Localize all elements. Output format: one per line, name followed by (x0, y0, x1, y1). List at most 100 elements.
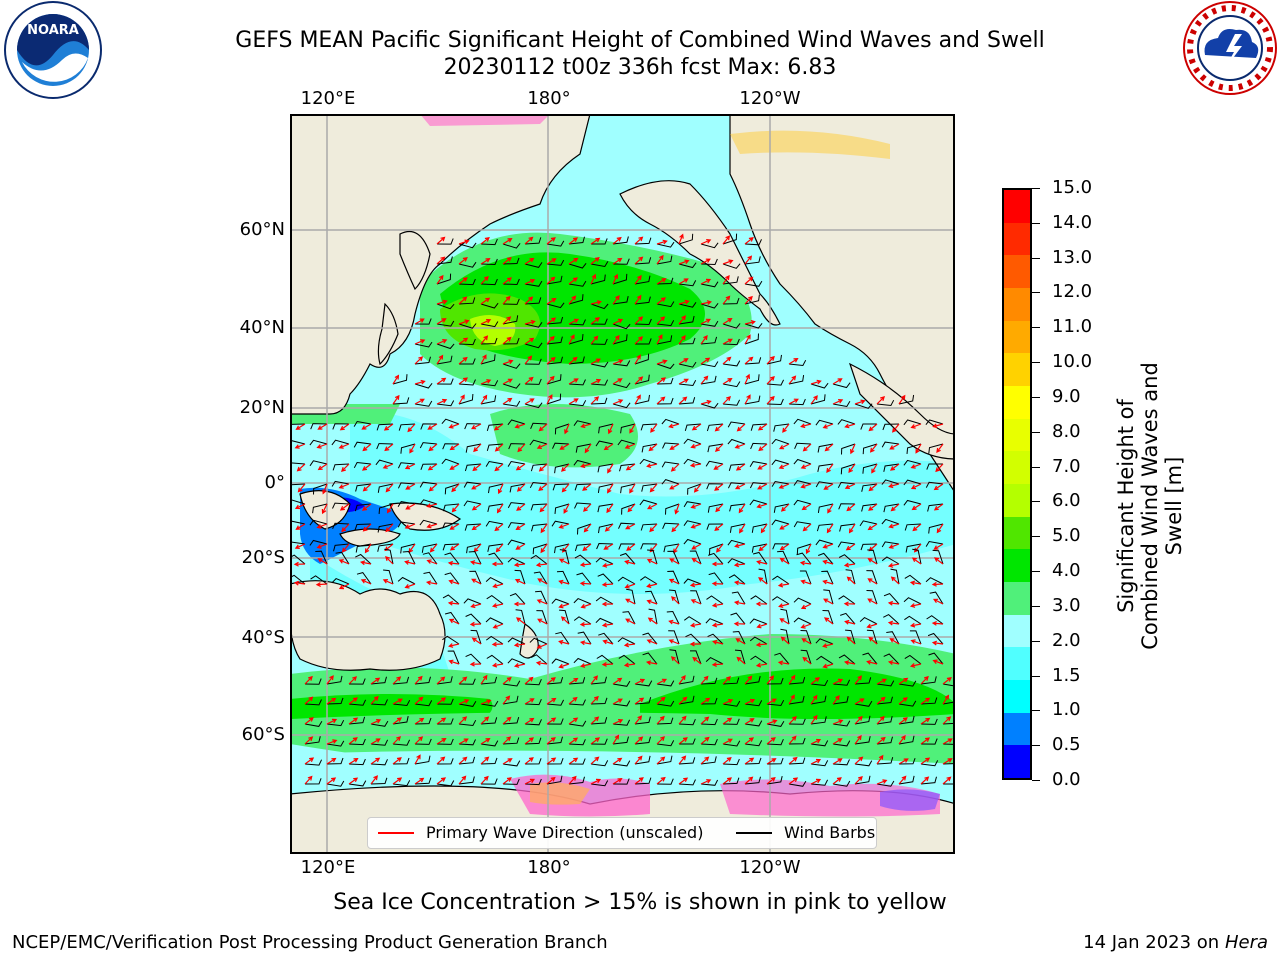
wave-direction-arrow (296, 463, 306, 472)
wave-direction-arrow (889, 443, 900, 450)
wave-direction-arrow (612, 294, 620, 305)
wave-direction-arrow (546, 298, 557, 305)
wind-barb (573, 616, 592, 625)
wind-barb (642, 632, 658, 645)
wave-direction-arrow (436, 318, 447, 325)
lon-label-bottom-120e: 120°E (300, 857, 356, 878)
wind-barb (772, 596, 790, 605)
wave-direction-arrow (678, 737, 688, 745)
wind-barb (815, 539, 834, 546)
wind-barb (700, 242, 719, 249)
wave-direction-arrow (584, 443, 592, 454)
wind-barb (392, 715, 409, 725)
wave-direction-arrow (502, 736, 512, 745)
wave-direction-arrow (634, 736, 644, 745)
wind-barb (903, 597, 922, 605)
wind-barb (546, 736, 563, 745)
wind-barb (729, 523, 746, 533)
wind-barb (612, 295, 629, 305)
wave-direction-arrow (722, 295, 731, 305)
wave-direction-arrow (590, 396, 600, 405)
wind-barb (326, 740, 345, 747)
wave-direction-arrow (942, 758, 953, 765)
wind-barb (612, 736, 629, 745)
wave-direction-arrow (678, 378, 689, 385)
wind-barb (568, 294, 584, 305)
wave-direction-arrow (426, 503, 438, 508)
wave-direction-arrow (766, 395, 775, 405)
wind-barb (641, 483, 658, 492)
wind-barb (376, 423, 394, 431)
wind-barb (617, 637, 636, 645)
wave-direction-arrow (427, 463, 438, 471)
wave-direction-arrow (634, 394, 641, 405)
wind-barb (574, 483, 592, 491)
wind-barb (766, 354, 782, 365)
wave-direction-arrow (546, 237, 556, 245)
wind-barb (942, 701, 954, 705)
wave-direction-arrow (414, 675, 423, 685)
wind-barb (414, 341, 433, 348)
wind-barb (402, 550, 416, 565)
wave-direction-arrow (722, 235, 731, 245)
wind-barb (744, 239, 762, 246)
wave-direction-arrow (722, 274, 730, 285)
wave-direction-arrow (822, 423, 834, 429)
wave-direction-arrow (579, 581, 592, 587)
wind-barb (590, 318, 608, 325)
wind-barb (744, 776, 761, 785)
wave-direction-arrow (910, 463, 922, 469)
wind-barb (634, 275, 651, 285)
wave-direction-arrow (538, 483, 548, 491)
wind-barb (709, 543, 724, 555)
wind-barb (854, 775, 871, 785)
wave-direction-arrow (338, 559, 350, 565)
wind-barb (524, 778, 542, 786)
wind-barb (480, 676, 498, 685)
wave-direction-arrow (341, 543, 350, 553)
wave-direction-arrow (502, 257, 512, 265)
wind-barb (788, 757, 806, 765)
wave-direction-arrow (778, 443, 790, 450)
wind-barb (348, 678, 366, 685)
wave-direction-arrow (890, 576, 900, 585)
wind-barb (458, 701, 477, 707)
wind-barb (514, 569, 526, 585)
wave-direction-arrow (846, 576, 856, 585)
wind-barb (459, 358, 476, 365)
wave-direction-arrow (514, 578, 526, 585)
wave-direction-arrow (469, 621, 482, 627)
wave-direction-arrow (777, 660, 790, 666)
wind-barb (309, 519, 328, 526)
wave-direction-arrow (822, 543, 834, 549)
wind-barb (436, 238, 454, 245)
wind-barb (436, 780, 455, 787)
wave-direction-arrow (494, 443, 504, 452)
wind-barb (639, 458, 658, 465)
wave-direction-arrow (580, 603, 592, 609)
wind-barb (927, 632, 944, 645)
wind-barb (662, 442, 680, 449)
wind-barb (832, 695, 849, 705)
wave-direction-arrow (656, 359, 668, 365)
wind-barb (750, 595, 768, 605)
wind-barb (766, 699, 785, 707)
wave-direction-arrow (516, 503, 526, 511)
wind-barb (823, 589, 834, 605)
colorbar-segment (1004, 745, 1030, 779)
wind-barb (554, 423, 570, 435)
wind-barb (700, 258, 718, 266)
wind-barb (573, 598, 592, 605)
wave-direction-arrow (913, 543, 922, 553)
wind-barb (617, 439, 636, 446)
wind-barb (507, 637, 526, 645)
wind-barb (678, 233, 694, 245)
wind-barb (355, 543, 372, 553)
wave-direction-arrow (359, 560, 372, 566)
wave-direction-arrow (612, 359, 624, 365)
wave-direction-arrow (920, 776, 930, 785)
wind-barb (645, 590, 658, 605)
wind-barb (612, 760, 631, 767)
wind-barb (502, 716, 520, 725)
wave-direction-arrow (800, 423, 812, 429)
